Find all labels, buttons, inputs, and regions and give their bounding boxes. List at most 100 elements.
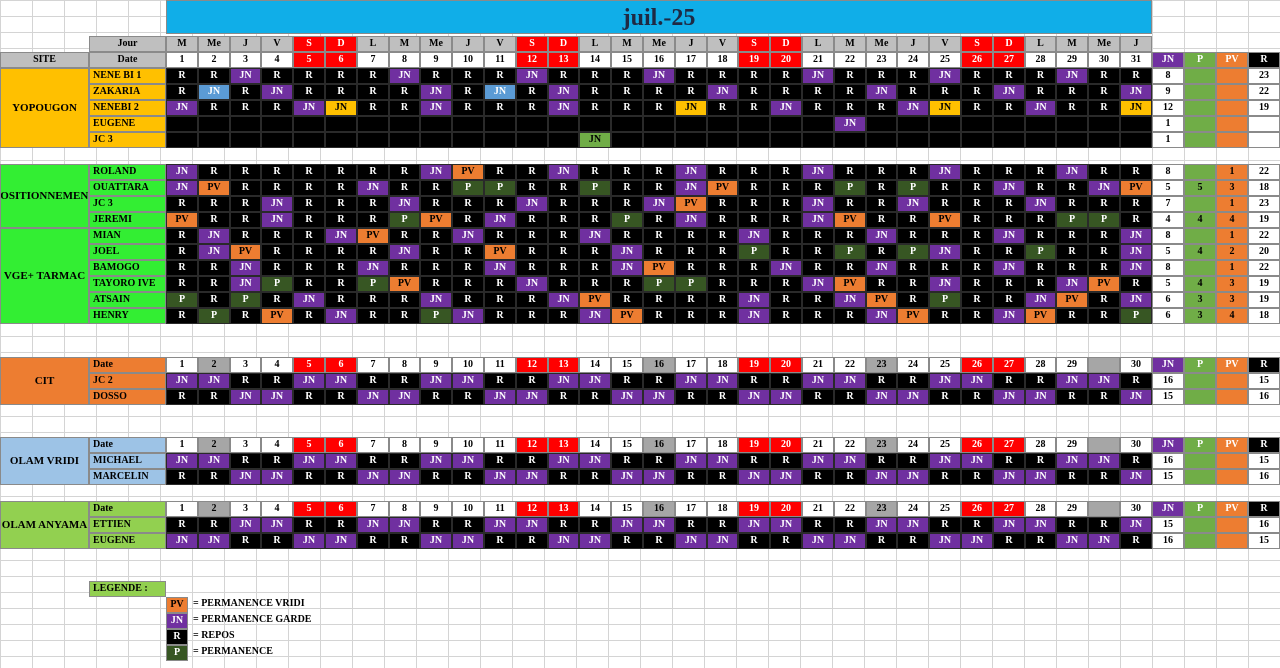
shift-cell[interactable]: R	[452, 469, 484, 485]
shift-cell[interactable]: R	[643, 212, 675, 228]
shift-cell[interactable]: R	[738, 533, 770, 549]
day-date[interactable]: 19	[738, 357, 770, 373]
month-title[interactable]: juil.-25	[166, 0, 1152, 34]
shift-cell[interactable]: R	[675, 84, 707, 100]
day-date[interactable]: 17	[675, 437, 707, 453]
day-date[interactable]: 11	[484, 437, 516, 453]
day-date[interactable]: 28	[1025, 501, 1056, 517]
shift-cell[interactable]: JN	[993, 389, 1025, 405]
shift-cell[interactable]: R	[770, 164, 802, 180]
shift-cell[interactable]: R	[802, 180, 834, 196]
shift-cell[interactable]: R	[738, 196, 770, 212]
shift-cell[interactable]: R	[1056, 260, 1088, 276]
shift-cell[interactable]: R	[611, 100, 643, 116]
day-date[interactable]: 15	[611, 52, 643, 68]
shift-cell[interactable]: R	[802, 292, 834, 308]
day-date[interactable]: 6	[325, 52, 357, 68]
shift-cell[interactable]: R	[579, 260, 611, 276]
employee-name[interactable]: MICHAEL	[89, 453, 166, 469]
day-date[interactable]: 1	[166, 501, 198, 517]
shift-cell[interactable]: R	[1088, 517, 1120, 533]
site-name[interactable]: OLAM VRIDI	[0, 437, 89, 485]
total-cell[interactable]: 15	[1248, 533, 1280, 549]
shift-cell[interactable]: P	[230, 292, 261, 308]
day-date[interactable]: 4	[261, 357, 293, 373]
shift-cell[interactable]	[1120, 116, 1152, 132]
shift-cell[interactable]: R	[897, 453, 929, 469]
total-cell[interactable]: 3	[1184, 292, 1216, 308]
shift-cell[interactable]	[1088, 132, 1120, 148]
day-letter[interactable]: Me	[198, 36, 230, 52]
shift-cell[interactable]: R	[961, 68, 993, 84]
total-cell[interactable]: 3	[1216, 276, 1248, 292]
day-date[interactable]: 24	[897, 52, 929, 68]
day-date[interactable]	[1088, 501, 1120, 517]
day-date[interactable]: 11	[484, 501, 516, 517]
shift-cell[interactable]: JN	[1056, 373, 1088, 389]
shift-cell[interactable]: JN	[643, 68, 675, 84]
shift-cell[interactable]: R	[897, 84, 929, 100]
shift-cell[interactable]: P	[1088, 212, 1120, 228]
day-date[interactable]: 23	[866, 501, 897, 517]
shift-cell[interactable]: JN	[929, 453, 961, 469]
shift-cell[interactable]: JN	[897, 100, 929, 116]
legend-text[interactable]: = REPOS	[193, 630, 235, 641]
shift-cell[interactable]: R	[548, 212, 579, 228]
shift-cell[interactable]: JN	[579, 533, 611, 549]
shift-cell[interactable]: JN	[929, 244, 961, 260]
shift-cell[interactable]: JN	[548, 84, 579, 100]
shift-cell[interactable]: R	[420, 68, 452, 84]
total-cell[interactable]	[1184, 196, 1216, 212]
shift-cell[interactable]: JN	[325, 100, 357, 116]
total-cell[interactable]: 7	[1152, 196, 1184, 212]
shift-cell[interactable]: R	[929, 469, 961, 485]
shift-cell[interactable]	[452, 132, 484, 148]
shift-cell[interactable]: R	[1088, 389, 1120, 405]
shift-cell[interactable]: JN	[389, 517, 420, 533]
shift-cell[interactable]: JN	[452, 453, 484, 469]
shift-cell[interactable]: R	[770, 244, 802, 260]
total-cell[interactable]	[1248, 132, 1280, 148]
shift-cell[interactable]: JN	[961, 533, 993, 549]
day-letter[interactable]: Me	[420, 36, 452, 52]
day-date[interactable]: 12	[516, 52, 548, 68]
day-letter[interactable]: D	[993, 36, 1025, 52]
shift-cell[interactable]: R	[166, 68, 198, 84]
shift-cell[interactable]: R	[993, 244, 1025, 260]
shift-cell[interactable]: R	[293, 389, 325, 405]
shift-cell[interactable]: JN	[516, 68, 548, 84]
shift-cell[interactable]: JN	[357, 389, 389, 405]
total-cell[interactable]: 4	[1216, 308, 1248, 324]
shift-cell[interactable]: PV	[1025, 308, 1056, 324]
shift-cell[interactable]: JN	[516, 389, 548, 405]
shift-cell[interactable]: P	[611, 212, 643, 228]
total-cell[interactable]	[1184, 517, 1216, 533]
shift-cell[interactable]: JN	[802, 373, 834, 389]
shift-cell[interactable]: R	[897, 533, 929, 549]
total-header[interactable]: P	[1184, 52, 1216, 68]
shift-cell[interactable]: JN	[261, 84, 293, 100]
shift-cell[interactable]: JN	[325, 533, 357, 549]
day-date[interactable]: 7	[357, 501, 389, 517]
shift-cell[interactable]: R	[452, 389, 484, 405]
shift-cell[interactable]: R	[548, 308, 579, 324]
shift-cell[interactable]: R	[325, 469, 357, 485]
shift-cell[interactable]: JN	[929, 533, 961, 549]
shift-cell[interactable]: R	[707, 228, 738, 244]
day-letter[interactable]: J	[452, 36, 484, 52]
shift-cell[interactable]	[611, 116, 643, 132]
shift-cell[interactable]: R	[611, 276, 643, 292]
total-cell[interactable]: 1	[1152, 132, 1184, 148]
shift-cell[interactable]: JN	[834, 453, 866, 469]
shift-cell[interactable]: JN	[579, 228, 611, 244]
shift-cell[interactable]	[261, 116, 293, 132]
shift-cell[interactable]: R	[325, 244, 357, 260]
day-date[interactable]: 11	[484, 357, 516, 373]
total-cell[interactable]: 23	[1248, 196, 1280, 212]
shift-cell[interactable]: R	[1056, 469, 1088, 485]
site-name[interactable]: VGE+ TARMAC	[0, 228, 89, 324]
shift-cell[interactable]: R	[834, 228, 866, 244]
total-cell[interactable]	[1216, 84, 1248, 100]
shift-cell[interactable]: R	[548, 260, 579, 276]
shift-cell[interactable]	[357, 116, 389, 132]
